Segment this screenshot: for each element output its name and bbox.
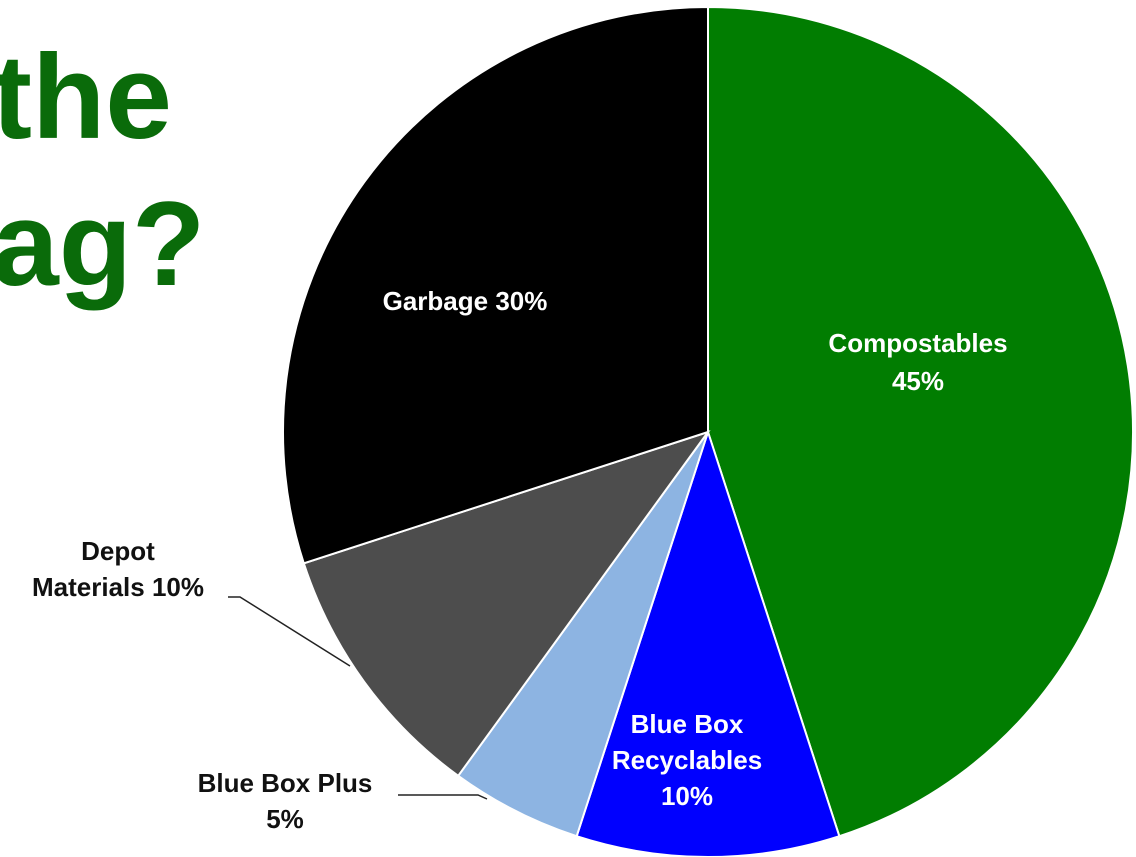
slice-label-compostables: Compostables 45% bbox=[828, 328, 1007, 396]
slice-label-line: Blue Box Plus bbox=[198, 768, 373, 798]
slice-label-line: Recyclables bbox=[612, 745, 762, 775]
pie-slice-compostables bbox=[707, 5, 1134, 838]
slice-label-line: Depot bbox=[81, 536, 155, 566]
slice-label-line: 10% bbox=[661, 781, 713, 811]
title-line-2: ag? bbox=[0, 177, 205, 311]
chart-title: the ag? bbox=[0, 30, 205, 311]
slice-label-line: 45% bbox=[892, 366, 944, 396]
slice-labels: Compostables 45%Blue Box Recyclables 10%Blu… bbox=[32, 286, 1008, 834]
slice-label-line: Compostables bbox=[828, 328, 1007, 358]
pie-slice-depot-materials bbox=[302, 430, 711, 778]
leader-line-blue-box-plus bbox=[398, 794, 488, 800]
leader-lines bbox=[228, 596, 488, 800]
leader-line-depot-materials bbox=[228, 596, 351, 667]
title-line-1: the bbox=[0, 30, 172, 164]
pie-slice-garbage bbox=[282, 5, 709, 565]
slice-label-depot-materials: Depot Materials 10% bbox=[32, 536, 204, 602]
slice-label-line: 5% bbox=[266, 804, 304, 834]
pie-slices bbox=[282, 5, 1134, 857]
slice-label-line: Blue Box bbox=[631, 709, 744, 739]
slice-label-line: Garbage 30% bbox=[383, 286, 548, 316]
slice-label-line: Materials 10% bbox=[32, 572, 204, 602]
slice-label-garbage: Garbage 30% bbox=[383, 286, 548, 316]
slice-label-blue-box-recyclables: Blue Box Recyclables 10% bbox=[612, 709, 762, 811]
slice-label-blue-box-plus: Blue Box Plus 5% bbox=[198, 768, 373, 834]
